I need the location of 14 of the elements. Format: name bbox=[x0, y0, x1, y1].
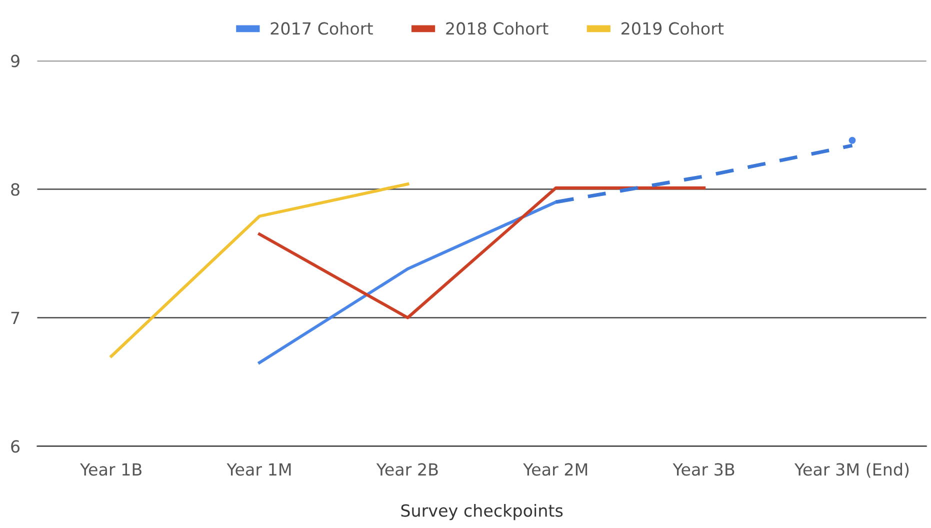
x-tick-label: Year 3M (End) bbox=[794, 462, 909, 478]
legend-label: 2018 Cohort bbox=[446, 22, 548, 35]
legend-label: 2017 Cohort bbox=[270, 22, 373, 35]
x-tick-label: Year 3B bbox=[672, 463, 734, 476]
y-tick-label: 8 bbox=[11, 183, 20, 196]
y-tick-label: 7 bbox=[11, 312, 20, 324]
x-tick-label: Year 2B bbox=[376, 463, 438, 476]
x-tick-label: Year 2M bbox=[523, 463, 588, 476]
legend-label: 2019 Cohort bbox=[622, 22, 724, 35]
x-tick-label: Year 1M bbox=[226, 463, 291, 476]
y-tick-label: 9 bbox=[11, 54, 20, 68]
x-tick-label: Year 1B bbox=[80, 463, 142, 476]
x-axis-title: Survey checkpoints bbox=[401, 504, 563, 520]
y-tick-label: 6 bbox=[11, 440, 20, 453]
